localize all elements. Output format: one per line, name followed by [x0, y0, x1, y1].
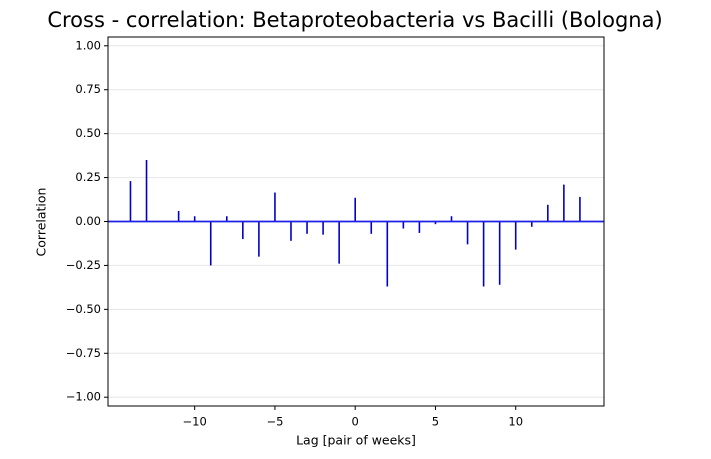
plot-frame [107, 36, 605, 407]
x-tick-label: −5 [266, 415, 283, 429]
x-axis-label: Lag [pair of weeks] [296, 433, 416, 448]
x-tick-label: 0 [352, 415, 359, 429]
y-tick-label: 1.00 [75, 38, 101, 52]
y-tick-label: −0.50 [66, 302, 101, 316]
y-tick-label: −0.25 [66, 258, 101, 272]
y-tick-label: 0.50 [75, 126, 101, 140]
x-tick-label: 10 [508, 415, 523, 429]
y-tick-label: −1.00 [66, 390, 101, 404]
chart-title: Cross - correlation: Betaproteobacteria … [47, 8, 662, 32]
y-tick-label: 0.75 [75, 82, 101, 96]
y-tick-label: −0.75 [66, 346, 101, 360]
x-tick-label: 5 [432, 415, 439, 429]
y-tick-label: 0.00 [75, 214, 101, 228]
y-axis-label: Correlation [34, 188, 49, 257]
y-tick-label: 0.25 [75, 170, 101, 184]
x-tick-label: −10 [183, 415, 207, 429]
